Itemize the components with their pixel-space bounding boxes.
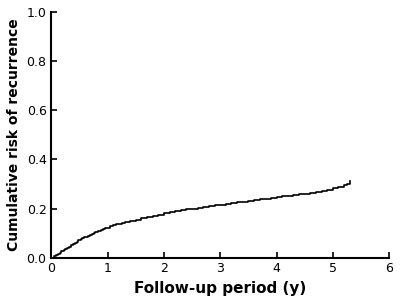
X-axis label: Follow-up period (y): Follow-up period (y) — [134, 281, 306, 296]
Y-axis label: Cumulative risk of recurrence: Cumulative risk of recurrence — [7, 18, 21, 251]
